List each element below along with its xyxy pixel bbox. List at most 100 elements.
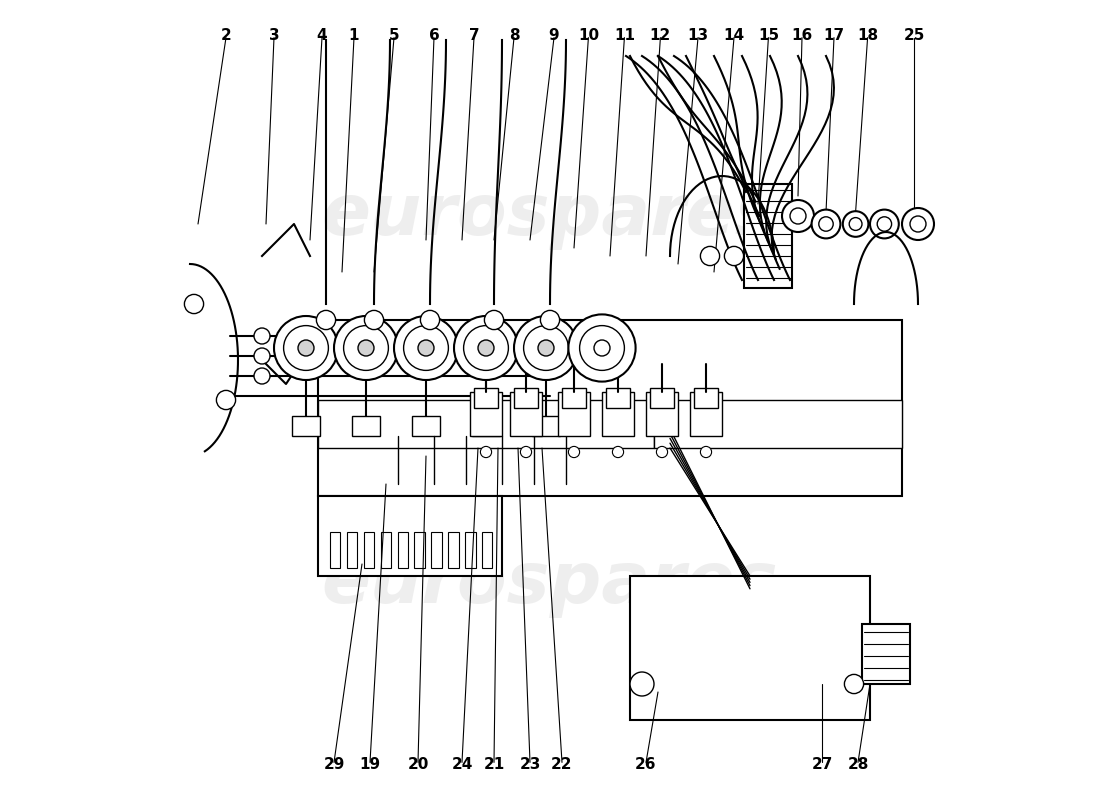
- Text: 6: 6: [429, 28, 439, 43]
- Bar: [531, 416, 560, 436]
- Circle shape: [701, 246, 719, 266]
- Circle shape: [463, 326, 508, 370]
- Circle shape: [613, 446, 624, 458]
- Circle shape: [358, 340, 374, 356]
- Circle shape: [484, 310, 504, 330]
- Text: 20: 20: [407, 757, 429, 772]
- Circle shape: [343, 326, 388, 370]
- Circle shape: [725, 246, 744, 266]
- Bar: [470, 392, 502, 436]
- Circle shape: [364, 310, 384, 330]
- Circle shape: [217, 390, 235, 410]
- Text: 4: 4: [317, 28, 328, 43]
- Circle shape: [845, 674, 864, 694]
- Bar: [654, 400, 902, 448]
- Circle shape: [284, 326, 329, 370]
- Text: 26: 26: [636, 757, 657, 772]
- Text: 5: 5: [388, 28, 399, 43]
- Text: 17: 17: [824, 28, 845, 43]
- Bar: [558, 392, 590, 436]
- Circle shape: [420, 310, 440, 330]
- Bar: [630, 576, 870, 720]
- Bar: [318, 400, 654, 448]
- Bar: [606, 388, 630, 408]
- Circle shape: [478, 340, 494, 356]
- Circle shape: [520, 446, 531, 458]
- Text: 9: 9: [549, 28, 559, 43]
- Bar: [292, 416, 320, 436]
- Circle shape: [481, 446, 492, 458]
- Circle shape: [818, 217, 833, 231]
- Text: 14: 14: [724, 28, 745, 43]
- Circle shape: [254, 328, 270, 344]
- Circle shape: [254, 348, 270, 364]
- Text: 16: 16: [791, 28, 813, 43]
- Text: 11: 11: [614, 28, 635, 43]
- Circle shape: [594, 340, 610, 356]
- Bar: [514, 388, 538, 408]
- Bar: [318, 496, 502, 576]
- Text: eurospares: eurospares: [321, 550, 779, 618]
- Circle shape: [538, 340, 554, 356]
- Circle shape: [394, 316, 458, 380]
- Circle shape: [514, 316, 578, 380]
- Circle shape: [404, 326, 449, 370]
- Text: eurospares: eurospares: [321, 182, 779, 250]
- Text: 15: 15: [758, 28, 779, 43]
- Bar: [448, 532, 459, 568]
- Circle shape: [454, 316, 518, 380]
- Circle shape: [317, 310, 336, 330]
- Bar: [745, 184, 792, 288]
- Circle shape: [298, 340, 314, 356]
- Circle shape: [630, 672, 654, 696]
- Circle shape: [580, 326, 625, 370]
- Bar: [602, 392, 634, 436]
- Circle shape: [812, 210, 840, 238]
- Bar: [330, 532, 340, 568]
- Text: 23: 23: [519, 757, 541, 772]
- Circle shape: [569, 314, 636, 382]
- Text: 29: 29: [323, 757, 344, 772]
- Circle shape: [657, 446, 668, 458]
- Text: 25: 25: [903, 28, 925, 43]
- Circle shape: [849, 218, 862, 230]
- Circle shape: [902, 208, 934, 240]
- Bar: [474, 388, 498, 408]
- Text: 24: 24: [451, 757, 473, 772]
- Text: 12: 12: [650, 28, 671, 43]
- Bar: [472, 416, 500, 436]
- Text: 19: 19: [360, 757, 381, 772]
- Circle shape: [569, 446, 580, 458]
- Circle shape: [274, 316, 338, 380]
- Bar: [415, 532, 425, 568]
- Bar: [397, 532, 408, 568]
- Circle shape: [790, 208, 806, 224]
- Circle shape: [524, 326, 569, 370]
- Bar: [318, 320, 902, 496]
- Circle shape: [782, 200, 814, 232]
- Circle shape: [254, 368, 270, 384]
- Bar: [862, 624, 910, 684]
- Circle shape: [334, 316, 398, 380]
- Circle shape: [870, 210, 899, 238]
- Bar: [411, 416, 440, 436]
- Bar: [364, 532, 374, 568]
- Bar: [352, 416, 381, 436]
- Bar: [650, 388, 674, 408]
- Text: 22: 22: [551, 757, 573, 772]
- Bar: [346, 532, 358, 568]
- Circle shape: [910, 216, 926, 232]
- Text: 28: 28: [847, 757, 869, 772]
- Bar: [694, 388, 718, 408]
- Circle shape: [185, 294, 204, 314]
- Text: 21: 21: [483, 757, 505, 772]
- Bar: [431, 532, 442, 568]
- Text: 10: 10: [578, 28, 600, 43]
- Circle shape: [540, 310, 560, 330]
- Text: 18: 18: [857, 28, 878, 43]
- Bar: [381, 532, 392, 568]
- Text: 3: 3: [268, 28, 279, 43]
- Bar: [465, 532, 475, 568]
- Circle shape: [877, 217, 892, 231]
- Text: 7: 7: [469, 28, 480, 43]
